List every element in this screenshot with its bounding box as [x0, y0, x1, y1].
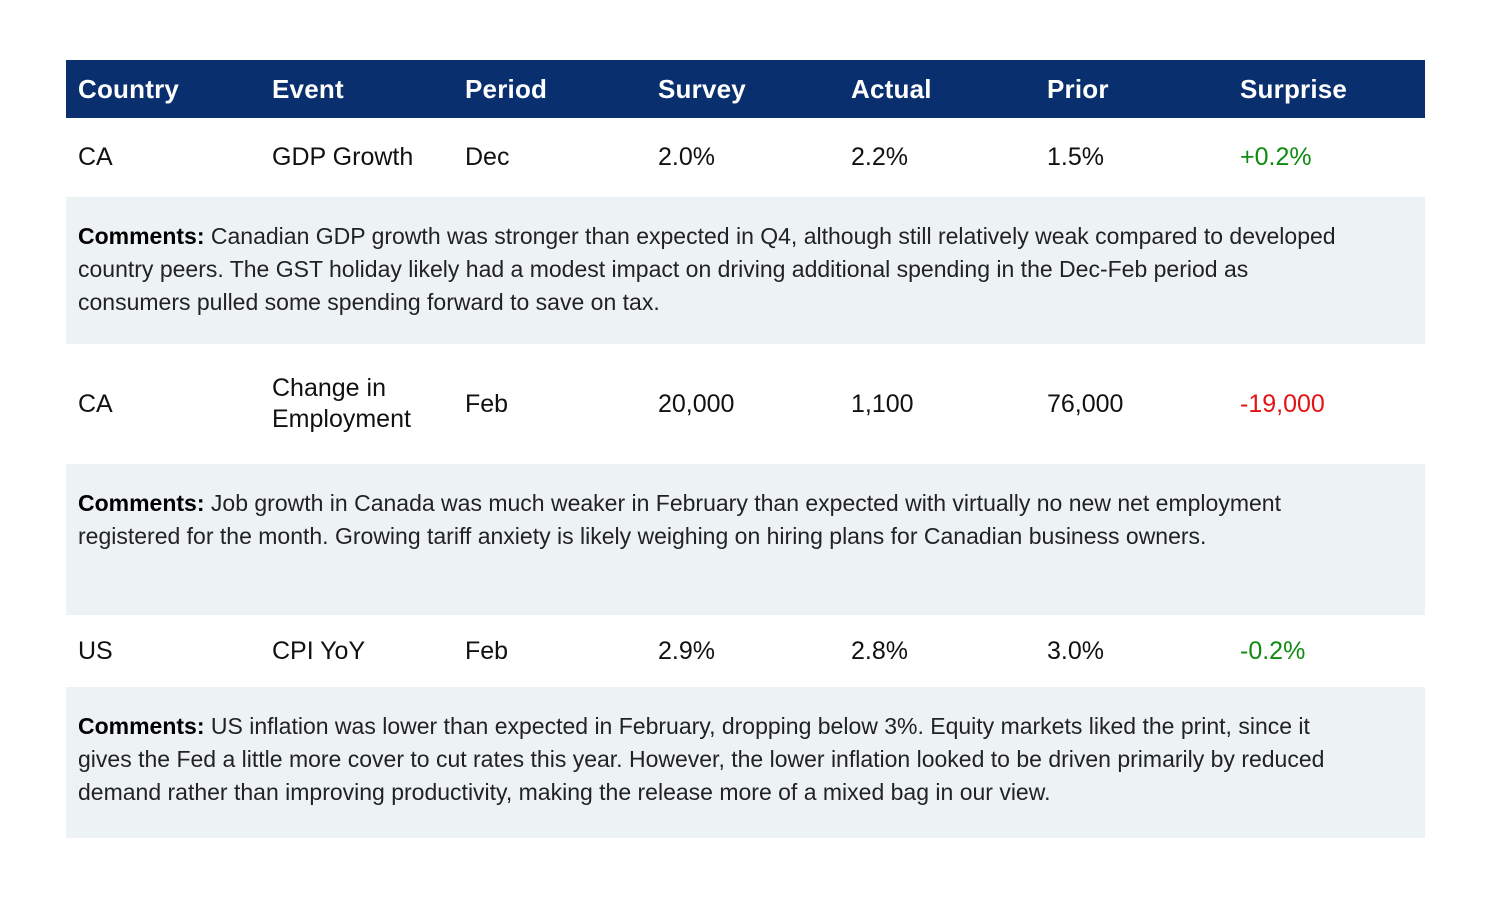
comment-label: Comments: — [78, 713, 205, 739]
cell-period: Dec — [465, 143, 510, 171]
cell-period: Feb — [465, 636, 509, 665]
cell-event: GDP Growth — [272, 143, 414, 171]
comment-text: Comments: Canadian GDP growth was strong… — [78, 220, 1355, 319]
cell-actual: 1,100 — [851, 389, 914, 418]
cell-prior: 1.5% — [1047, 143, 1104, 171]
economic-release-table: Country Event Period Survey Actual Prior… — [66, 60, 1425, 838]
comment-body: Job growth in Canada was much weaker in … — [78, 490, 1281, 549]
cell-event: CPI YoY — [272, 636, 366, 665]
comment-block: Comments: Job growth in Canada was much … — [66, 464, 1425, 615]
comment-body: Canadian GDP growth was stronger than ex… — [78, 223, 1336, 315]
cell-survey: 2.0% — [658, 143, 715, 171]
cell-period: Feb — [465, 389, 509, 418]
column-header-period: Period — [465, 73, 548, 104]
comment-block: Comments: US inflation was lower than ex… — [66, 687, 1425, 838]
cell-country: US — [78, 636, 113, 665]
cell-actual: 2.8% — [851, 636, 908, 665]
cell-prior: 76,000 — [1047, 389, 1124, 418]
table-row: CA Change in Employment Feb 20,000 1,100… — [66, 344, 1425, 464]
column-header-actual: Actual — [851, 73, 932, 104]
comment-label: Comments: — [78, 490, 205, 516]
comment-body: US inflation was lower than expected in … — [78, 713, 1325, 805]
cell-surprise: +0.2% — [1240, 143, 1312, 171]
comment-block: Comments: Canadian GDP growth was strong… — [66, 197, 1425, 344]
cell-event: Change in Employment — [272, 374, 411, 433]
cell-surprise: -19,000 — [1240, 389, 1325, 418]
column-header-prior: Prior — [1047, 73, 1109, 104]
cell-country: CA — [78, 143, 113, 171]
column-header-surprise: Surprise — [1240, 73, 1348, 104]
column-header-survey: Survey — [658, 73, 746, 104]
table-row: CA GDP Growth Dec 2.0% 2.2% 1.5% +0.2% — [66, 118, 1425, 197]
cell-survey: 20,000 — [658, 389, 735, 418]
cell-surprise: -0.2% — [1240, 636, 1306, 665]
comment-text: Comments: Job growth in Canada was much … — [78, 487, 1355, 553]
comment-label: Comments: — [78, 223, 205, 249]
column-header-country: Country — [78, 73, 180, 104]
table-header-row: Country Event Period Survey Actual Prior… — [66, 60, 1425, 118]
table-row: US CPI YoY Feb 2.9% 2.8% 3.0% -0.2% — [66, 615, 1425, 687]
comment-text: Comments: US inflation was lower than ex… — [78, 710, 1355, 809]
column-header-event: Event — [272, 73, 344, 104]
cell-actual: 2.2% — [851, 143, 908, 171]
cell-survey: 2.9% — [658, 636, 715, 665]
cell-prior: 3.0% — [1047, 636, 1104, 665]
cell-country: CA — [78, 389, 113, 418]
